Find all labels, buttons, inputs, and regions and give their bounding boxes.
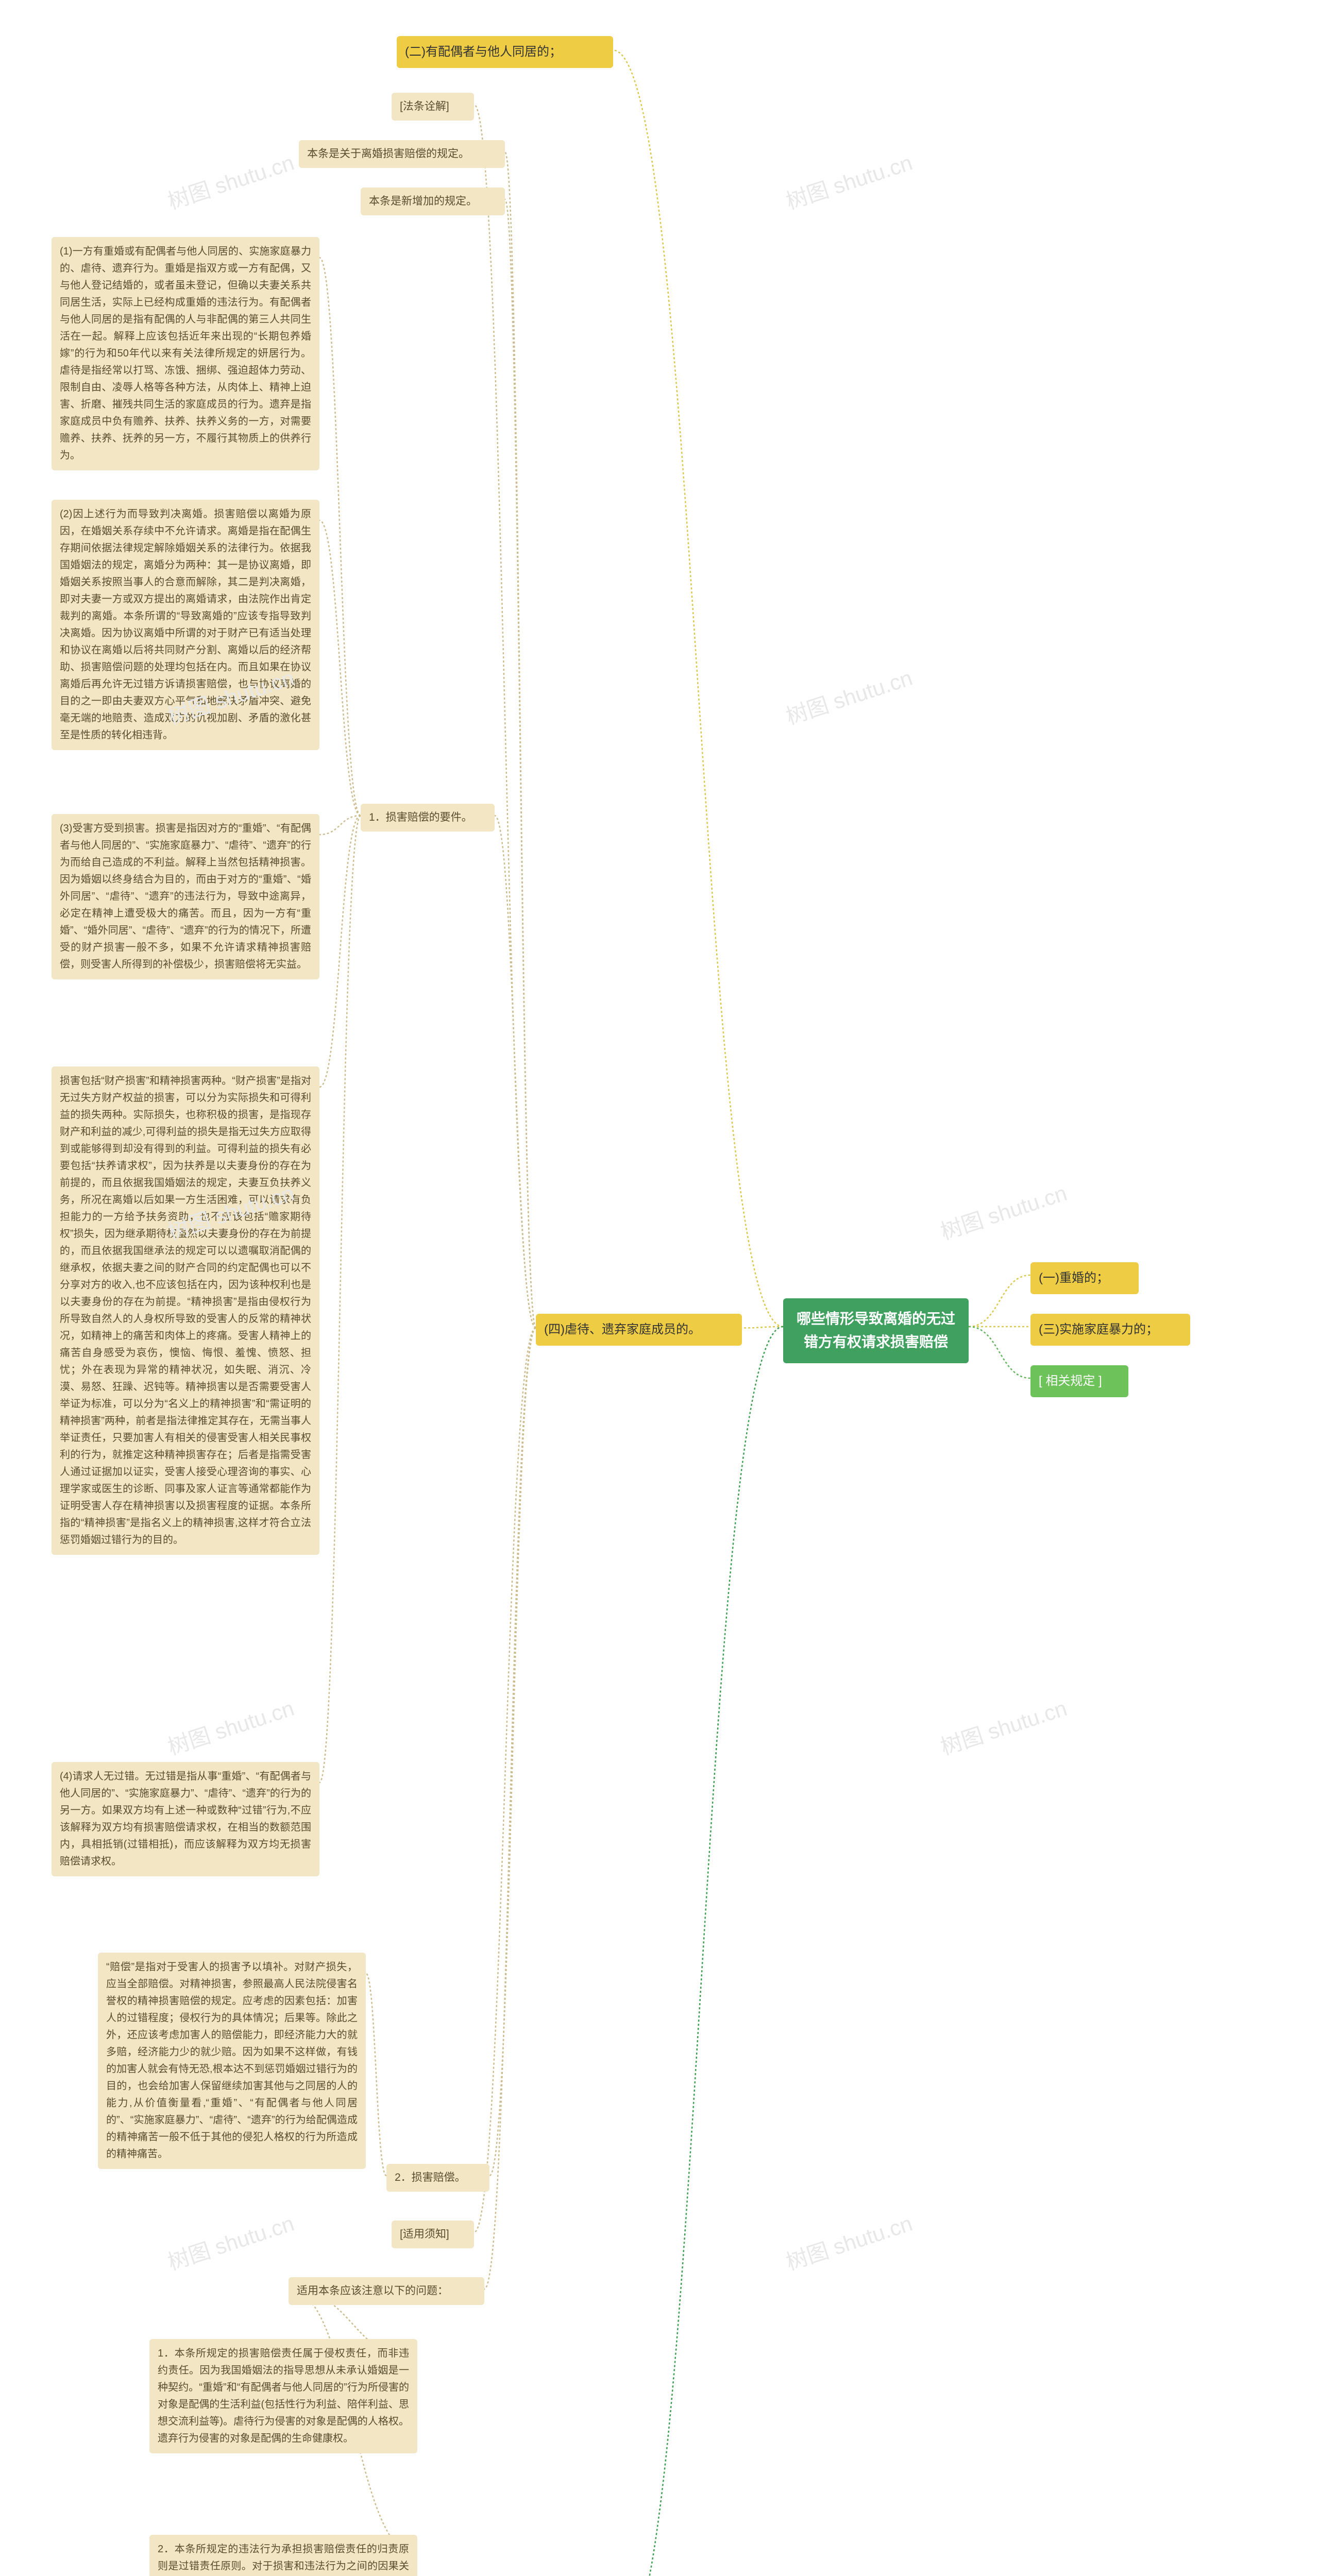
- watermark: 树图 shutu.cn: [163, 2206, 298, 2277]
- l2-child-c5: 2．损害赔偿。: [386, 2164, 489, 2192]
- watermark: 树图 shutu.cn: [163, 1691, 298, 1761]
- right-branch-r1: (一)重婚的；: [1030, 1262, 1139, 1294]
- para-p5: (4)请求人无过错。无过错是指从事“重婚”、“有配偶者与他人同居的”、“实施家庭…: [52, 1762, 319, 1876]
- l2-child-c1: [法条诠解]: [392, 93, 474, 121]
- para-s1: 1．本条所规定的损害赔偿责任属于侵权责任，而非违约责任。因为我国婚姻法的指导思想…: [149, 2339, 417, 2453]
- para-s2: 2．本条所规定的违法行为承担损害赔偿责任的归责原则是过错责任原则。对于损害和违法…: [149, 2535, 417, 2576]
- right-branch-r3: [ 相关规定 ]: [1030, 1365, 1128, 1397]
- para-p4: 损害包括“财产损害”和精神损害两种。“财产损害”是指对无过失方财产权益的损害，可…: [52, 1066, 319, 1555]
- watermark: 树图 shutu.cn: [936, 1691, 1071, 1761]
- para-p1: (1)一方有重婚或有配偶者与他人同居的、实施家庭暴力的、虐待、遗弃行为。重婚是指…: [52, 237, 319, 470]
- para-q1: “赔偿”是指对于受害人的损害予以填补。对财产损失，应当全部赔偿。对精神损害，参照…: [98, 1953, 366, 2169]
- l2-child-c7: 适用本条应该注意以下的问题：: [289, 2277, 484, 2305]
- right-branch-r2: (三)实施家庭暴力的；: [1030, 1314, 1190, 1346]
- watermark: 树图 shutu.cn: [782, 2206, 916, 2277]
- l2-child-c3: 本条是新增加的规定。: [361, 188, 505, 215]
- para-p2: (2)因上述行为而导致判决离婚。损害赔偿以离婚为原因，在婚姻关系存续中不允许请求…: [52, 500, 319, 750]
- left-branch-l2: (四)虐待、遗弃家庭成员的。: [536, 1314, 742, 1346]
- para-p3: (3)受害方受到损害。损害是指因对方的“重婚”、“有配偶者与他人同居的”、“实施…: [52, 814, 319, 979]
- left-branch-l1: (二)有配偶者与他人同居的；: [397, 36, 613, 68]
- watermark: 树图 shutu.cn: [163, 145, 298, 216]
- l2-child-c2: 本条是关于离婚损害赔偿的规定。: [299, 140, 505, 168]
- root-node: 哪些情形导致离婚的无过错方有权请求损害赔偿: [783, 1298, 969, 1363]
- mindmap-canvas: 哪些情形导致离婚的无过错方有权请求损害赔偿 (一)重婚的； (三)实施家庭暴力的；…: [0, 0, 1319, 2576]
- l2-child-c6: [适用须知]: [392, 2221, 474, 2248]
- watermark: 树图 shutu.cn: [936, 1176, 1071, 1246]
- watermark: 树图 shutu.cn: [782, 145, 916, 216]
- l2-child-c4: 1．损害赔偿的要件。: [361, 804, 495, 832]
- watermark: 树图 shutu.cn: [782, 660, 916, 731]
